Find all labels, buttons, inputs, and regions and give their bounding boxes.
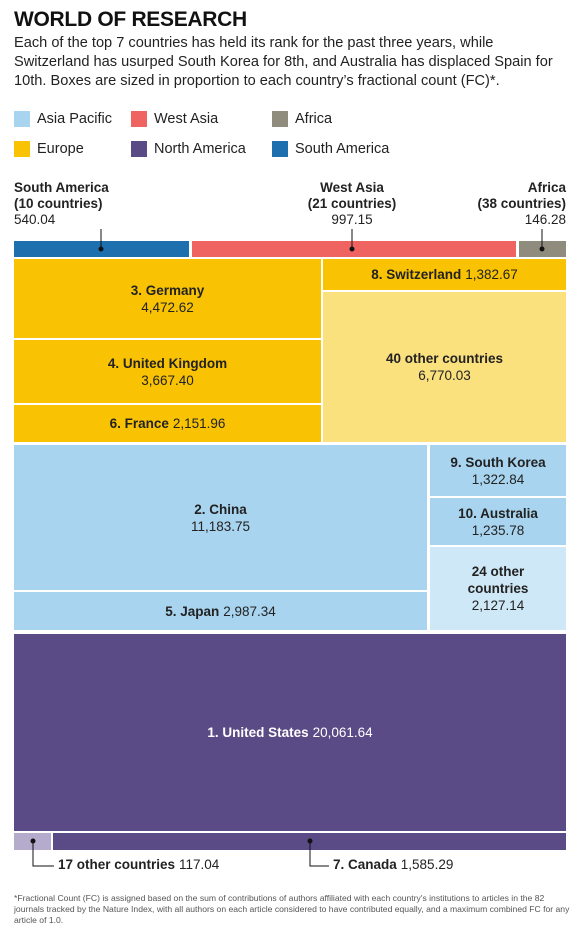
box-label: 40 other countries (385, 351, 504, 366)
region-value: 540.04 (14, 212, 56, 227)
treemap-box (53, 833, 566, 850)
legend-item: West Asia (131, 111, 218, 127)
legend-item: South America (272, 141, 389, 157)
box-label: 8. Switzerland (371, 267, 462, 282)
box-label: 10. Australia (458, 505, 538, 521)
box-value: 1,382.67 (465, 267, 518, 282)
box-value: 2,987.34 (223, 603, 276, 619)
box-label: 6. France (109, 416, 169, 431)
below-label: 17 other countries 117.04 (58, 857, 219, 872)
footnote: *Fractional Count (FC) is assigned based… (14, 893, 570, 925)
treemap-box: 3. Germany 4,472.62 (14, 259, 321, 338)
region-name: West Asia (320, 180, 384, 195)
legend-label: Europe (37, 141, 84, 157)
box-label: 9. South Korea (450, 454, 546, 470)
region-value: 997.15 (331, 212, 373, 227)
treemap-box: 1. United States 20,061.64 (14, 634, 566, 831)
box-label: 1. United States (207, 725, 309, 740)
region-value: 146.28 (524, 212, 566, 227)
legend-label: North America (154, 141, 246, 157)
region-label: South America (10 countries) 540.04 (14, 180, 109, 228)
treemap-box (14, 241, 189, 257)
box-value: 2,151.96 (172, 416, 226, 431)
box-value: 1,322.84 (471, 471, 525, 487)
treemap-box: 24 other countries 2,127.14 (430, 547, 566, 630)
treemap-box (192, 241, 516, 257)
legend-swatch (272, 111, 288, 127)
box-value: 3,667.40 (141, 372, 194, 388)
box-value: 20,061.64 (312, 725, 373, 740)
legend-swatch (14, 111, 30, 127)
below-name: 17 other countries (58, 857, 176, 872)
region-label: West Asia (21 countries) 997.15 (308, 180, 397, 228)
box-label: 3. Germany (130, 282, 205, 298)
legend-item: North America (131, 141, 246, 157)
treemap-box: 8. Switzerland 1,382.67 (323, 259, 566, 290)
legend-swatch (14, 141, 30, 157)
treemap-box (14, 833, 51, 850)
box-label: 5. Japan (165, 603, 220, 619)
box-value: 11,183.75 (190, 518, 251, 534)
legend-label: Asia Pacific (37, 111, 112, 127)
legend-swatch (272, 141, 288, 157)
legend-item: Europe (14, 141, 84, 157)
treemap-box: 10. Australia 1,235.78 (430, 498, 566, 545)
box-label: 2. China (194, 501, 247, 517)
legend-item: Asia Pacific (14, 111, 112, 127)
legend-label: South America (295, 141, 390, 157)
below-value: 1,585.29 (400, 857, 454, 872)
legend-item: Africa (272, 111, 332, 127)
below-label: 7. Canada 1,585.29 (333, 857, 453, 872)
box-value: 6,770.03 (418, 368, 471, 383)
region-note: (21 countries) (307, 196, 397, 211)
treemap-box: 6. France 2,151.96 (14, 405, 321, 442)
legend-label: West Asia (154, 111, 219, 127)
treemap-box: 9. South Korea 1,322.84 (430, 445, 566, 496)
chart-subtitle: Each of the top 7 countries has held its… (14, 35, 553, 89)
legend-swatch (131, 141, 147, 157)
region-name: Africa (527, 180, 566, 195)
region-note: (10 countries) (14, 196, 103, 211)
region-name: South America (14, 180, 109, 195)
box-label: 4. United Kingdom (107, 355, 228, 371)
treemap-box: 40 other countries 6,770.03 (323, 292, 566, 442)
region-note: (38 countries) (477, 196, 566, 211)
treemap-box: 4. United Kingdom 3,667.40 (14, 340, 321, 403)
region-label: Africa (38 countries) 146.28 (477, 180, 566, 228)
box-value: 1,235.78 (471, 522, 525, 538)
below-value: 117.04 (179, 857, 220, 872)
below-name: 7. Canada (333, 857, 397, 872)
treemap-box: 2. China 11,183.75 (14, 445, 427, 590)
legend-label: Africa (295, 111, 333, 127)
box-value: 4,472.62 (141, 299, 194, 315)
treemap-box (519, 241, 566, 257)
box-label: 24 other countries (467, 564, 529, 596)
chart-title: WORLD OF RESEARCH (14, 8, 247, 31)
box-value: 2,127.14 (471, 598, 525, 613)
treemap-box: 5. Japan 2,987.34 (14, 592, 427, 630)
legend-swatch (131, 111, 147, 127)
